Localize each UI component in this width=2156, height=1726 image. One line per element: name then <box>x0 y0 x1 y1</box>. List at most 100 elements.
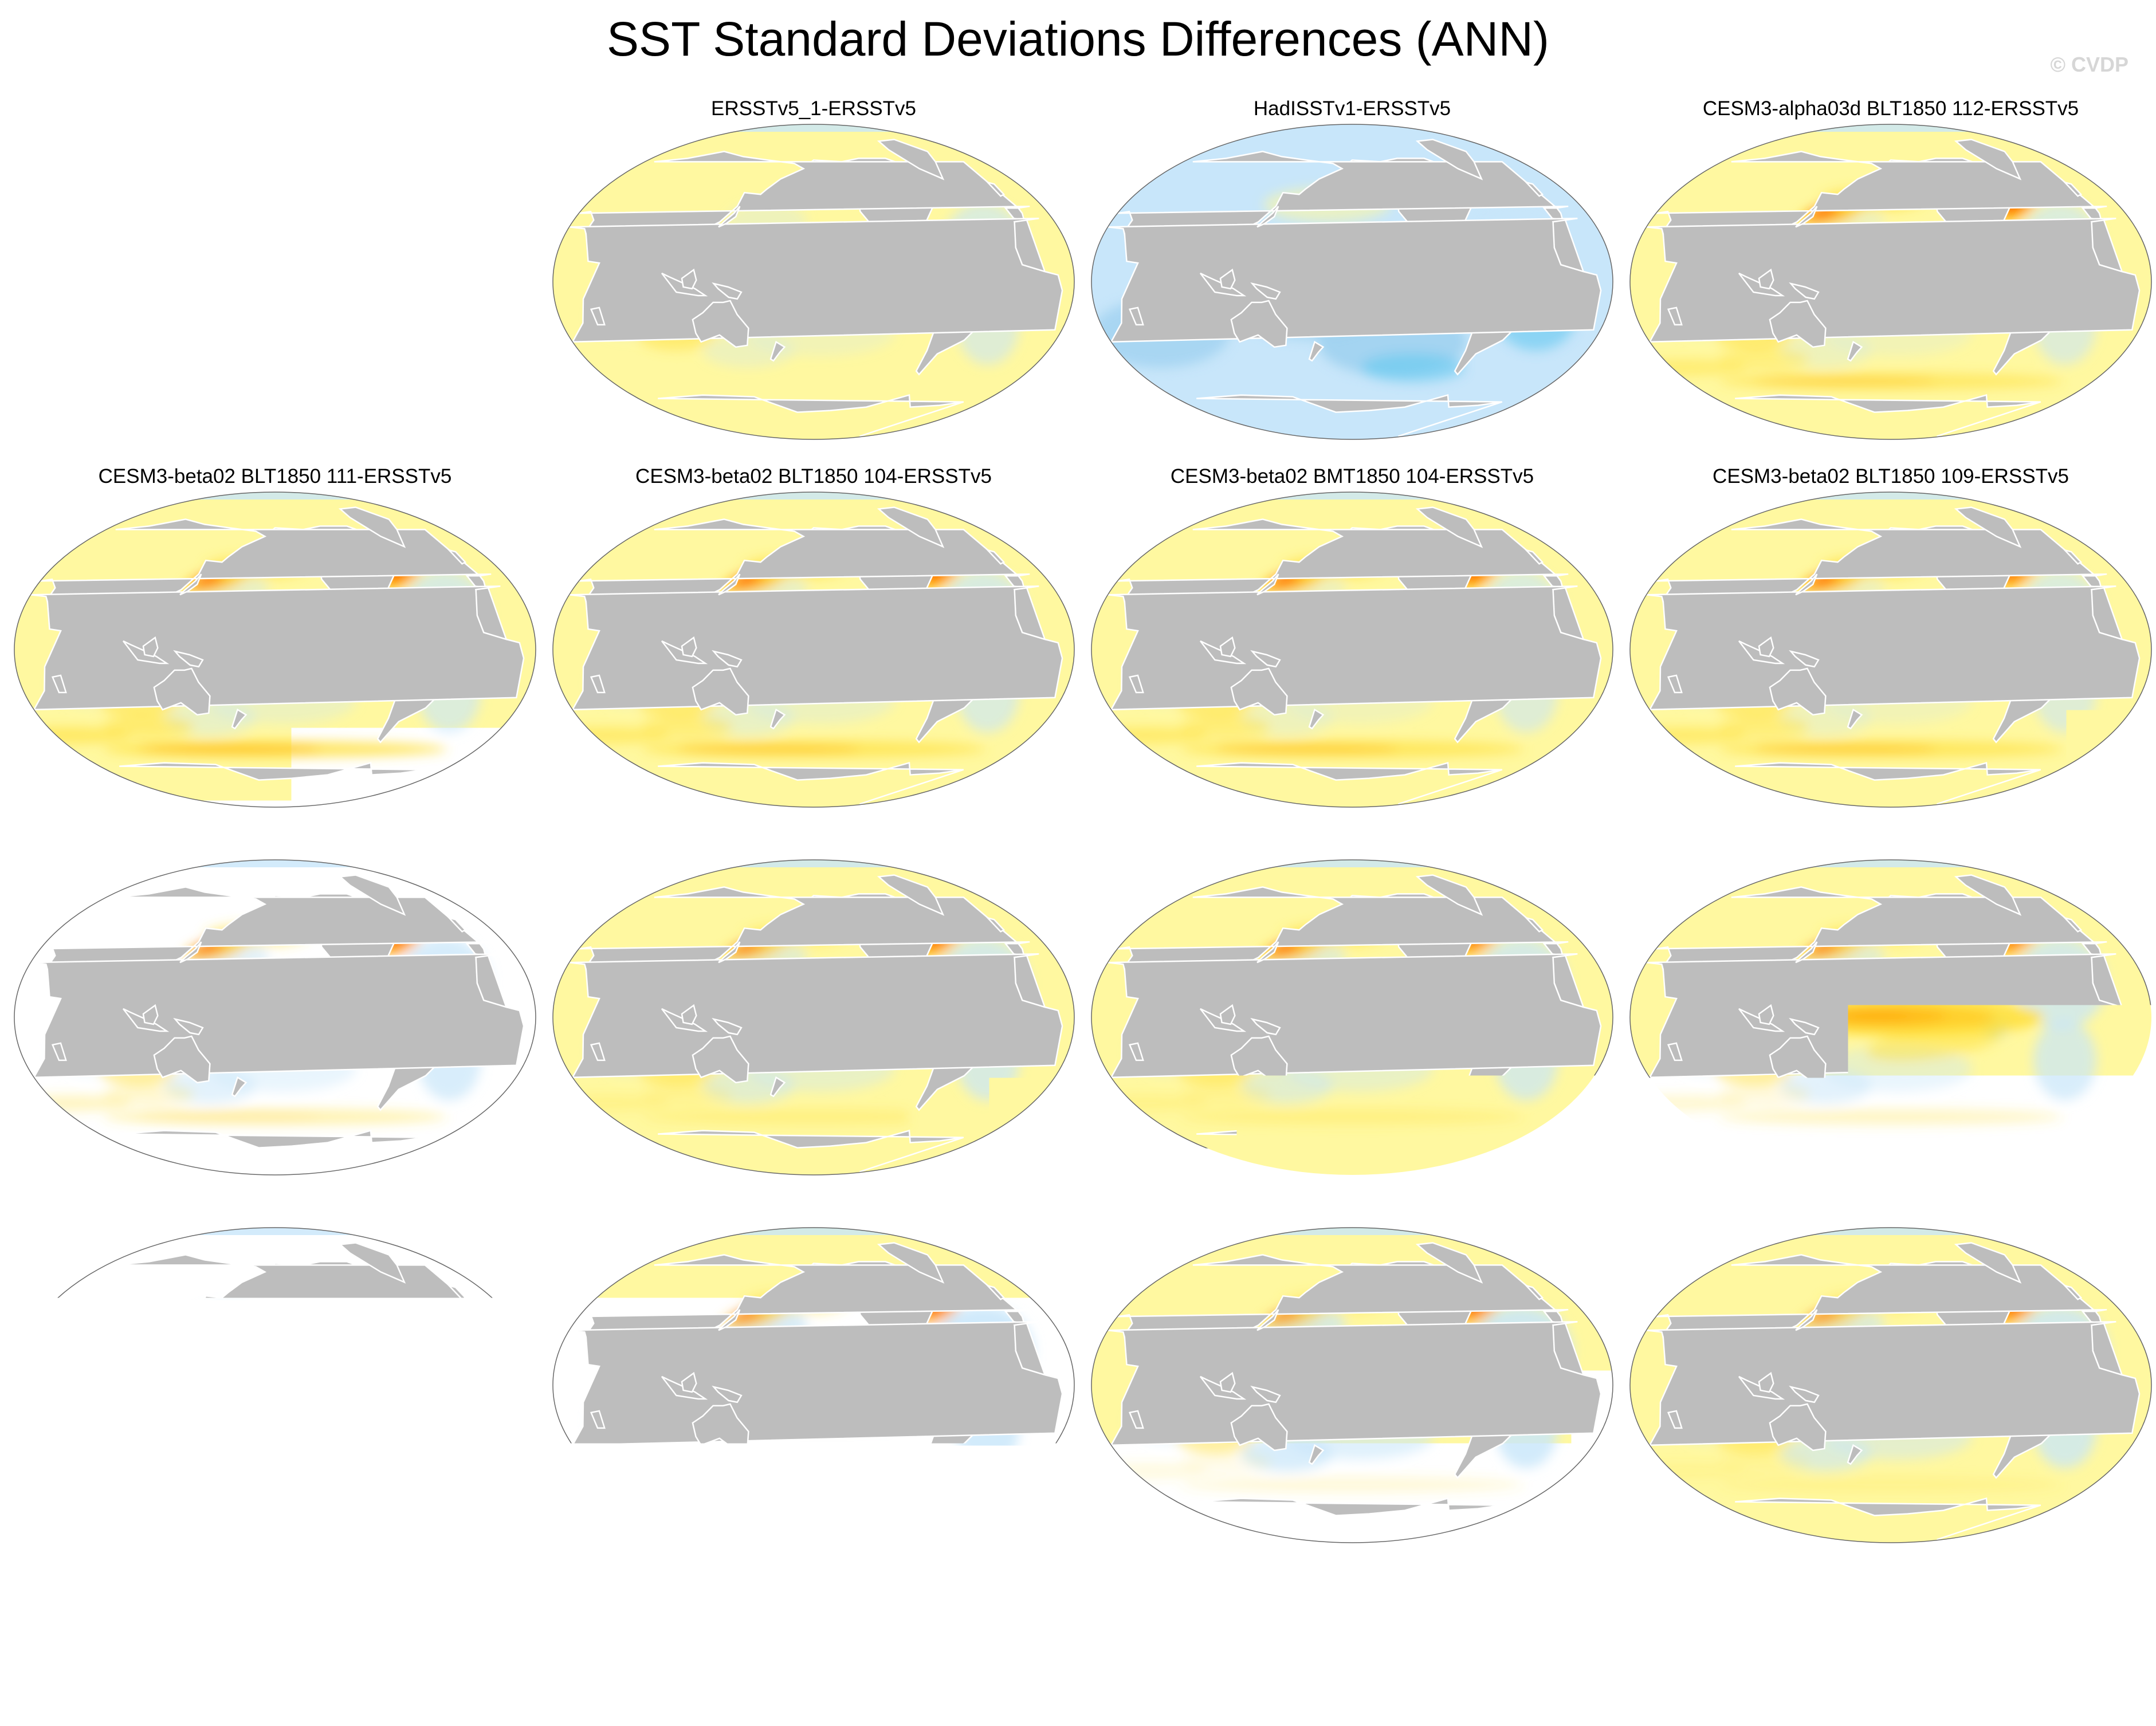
arctic-fringe <box>1627 121 2154 132</box>
land-africa <box>570 218 1063 342</box>
map-content <box>1089 121 1616 442</box>
map-svg <box>1627 121 2154 442</box>
southern-ocean-anomaly <box>642 1083 733 1106</box>
map-svg <box>550 857 1077 1178</box>
colorbar-tick-label: -0.4 <box>818 1638 877 1678</box>
southern-ocean-anomaly <box>1180 1083 1272 1106</box>
arctic-fringe <box>1089 1225 1616 1235</box>
map-svg <box>1089 1225 1616 1546</box>
southern-ocean-anomaly <box>677 745 861 754</box>
map-panel: ERSSTv5_1-ERSSTv5 <box>547 96 1080 451</box>
map-panel: CESM3-alpha03d BLT1850 112-ERSSTv5 <box>1624 96 2156 451</box>
colorbar-segment <box>1179 1602 1244 1635</box>
colorbar-segment <box>1377 1602 1443 1635</box>
colorbar-tick-label: -0.8 <box>554 1638 613 1678</box>
map-content <box>11 857 539 1178</box>
map-content <box>550 1225 1077 1546</box>
colorbar-tick-label: 0.2 <box>1221 1638 1269 1678</box>
map-svg <box>550 121 1077 442</box>
colorbar-segment <box>650 1602 716 1635</box>
map-content <box>1089 1225 1616 1546</box>
southern-ocean-anomaly <box>642 1451 733 1474</box>
land-africa <box>31 954 524 1078</box>
southern-ocean-anomaly <box>103 715 195 738</box>
southern-ocean-anomaly <box>1719 715 1811 738</box>
arctic-fringe <box>550 857 1077 867</box>
colorbar-tick-label: 0.8 <box>1617 1638 1665 1678</box>
land-africa <box>570 586 1063 710</box>
map-content <box>1089 489 1616 810</box>
map-panel: HadISSTv1-ERSSTv5 <box>1086 96 1619 451</box>
map-panels: ERSSTv5_1-ERSSTv5 HadISSTv1-ERSSTv5 CESM3-… <box>0 0 2156 1570</box>
arctic-fringe <box>11 489 539 500</box>
colorbar-segment <box>980 1602 1046 1635</box>
colorbar-segment <box>517 1602 583 1635</box>
colorbar-segment <box>583 1602 649 1635</box>
colorbar-segment <box>1576 1602 1641 1635</box>
southern-ocean-anomaly <box>1216 745 1399 754</box>
southern-ocean-anomaly <box>103 1083 195 1106</box>
map-panel: CESM3-beta02 BMT1850 104-ERSSTv5 <box>1086 464 1619 819</box>
panel-title: CESM2 piControl D-ERSSTv5 <box>9 1200 541 1225</box>
colorbar-tick-label: -0.2 <box>951 1638 1010 1678</box>
map-svg <box>550 1225 1077 1546</box>
panel-title: ERSSTv5_1-ERSSTv5 <box>547 96 1080 121</box>
panel-title: CESM3-beta02 BLT1850 109-ERSSTv5 <box>1624 464 2156 489</box>
southern-ocean-anomaly <box>139 1112 322 1122</box>
colorbar-segment <box>848 1602 914 1635</box>
colorbar-segment <box>782 1602 848 1635</box>
map-panel: CESM2 piControl D-ERSSTv5 <box>9 1200 541 1555</box>
panel-title: CESM3-beta02 BLT1850 104-ERSSTv5 <box>547 464 1080 489</box>
map-content <box>11 1225 539 1546</box>
colorbar-segment <box>1443 1602 1509 1635</box>
arctic-fringe <box>1089 489 1616 500</box>
colorbar <box>385 1602 1774 1636</box>
map-panel: CESM3-beta02 BLT1850 104-ERSSTv5 <box>547 464 1080 819</box>
map-svg <box>1089 121 1616 442</box>
colorbar-segment <box>716 1602 781 1635</box>
colorbar-segment <box>385 1602 451 1635</box>
southern-ocean-anomaly <box>139 745 322 754</box>
land-africa <box>1108 218 1601 342</box>
colorbar-tick-label: 0.6 <box>1486 1638 1533 1678</box>
panel-title: CESM2 piControl E-ERSSTv5 <box>1624 832 2156 857</box>
arctic-fringe <box>1627 1225 2154 1235</box>
map-content <box>550 121 1077 442</box>
colorbar-tick-label: 0.4 <box>1353 1638 1401 1678</box>
land-africa <box>570 954 1063 1078</box>
land-africa <box>570 1322 1063 1445</box>
panel-title: CESM3-beta02 BMT1850 104-ERSSTv5 <box>1086 464 1619 489</box>
colorbar-segment <box>1708 1602 1774 1635</box>
panel-title: CESM3-beta02 BLT1850 111-ERSSTv5 <box>9 464 541 489</box>
map-panel: CESM3-beta02 BLT1850 109-ERSSTv5 <box>1624 464 2156 819</box>
map-svg <box>1089 489 1616 810</box>
arctic-fringe <box>550 121 1077 132</box>
map-svg <box>11 1225 539 1546</box>
land-africa <box>31 1322 524 1445</box>
southern-ocean-anomaly <box>1180 1451 1272 1474</box>
colorbar-segment <box>1245 1602 1311 1635</box>
colorbar-tick-label: 0 <box>1103 1638 1122 1678</box>
southern-ocean-anomaly <box>1754 377 1938 386</box>
panel-title: CESM2 piControl A-ERSSTv5 <box>1624 1200 2156 1225</box>
map-svg <box>1627 489 2154 810</box>
map-content <box>11 489 539 810</box>
map-content <box>550 857 1077 1178</box>
land-africa <box>1647 586 2140 710</box>
land-africa <box>1647 954 2140 1078</box>
land-africa <box>1108 586 1601 710</box>
map-panel: CESM3-beta02 BLT1850 111-ERSSTv5 <box>9 464 541 819</box>
panel-title: CESM3-alpha03d BLT1850 112-ERSSTv5 <box>1624 96 2156 121</box>
colorbar-tick-label: -0.6 <box>686 1638 745 1678</box>
map-panel: CESM2 piControl E-ERSSTv5 <box>1624 832 2156 1187</box>
southern-ocean-anomaly <box>1180 715 1272 738</box>
arctic-fringe <box>1089 857 1616 867</box>
southern-ocean-anomaly <box>1719 1451 1811 1474</box>
anomaly-negative <box>1361 353 1464 382</box>
colorbar-segment <box>1046 1602 1112 1635</box>
arctic-fringe <box>1089 121 1616 132</box>
map-svg <box>1627 1225 2154 1546</box>
land-africa <box>1647 218 2140 342</box>
panel-title: CESM2 piControl C-ERSSTv5 <box>547 1200 1080 1225</box>
southern-ocean-anomaly <box>1719 1083 1811 1106</box>
